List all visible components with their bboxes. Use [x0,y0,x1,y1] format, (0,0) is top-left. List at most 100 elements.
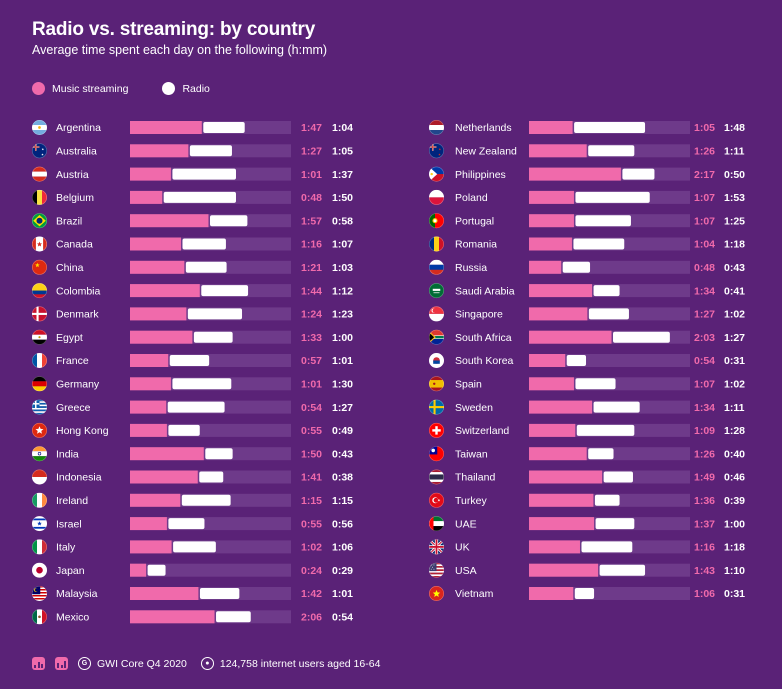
bar-streaming [529,517,595,531]
bar-streaming [130,423,167,437]
flag-malaysia-icon [31,585,47,601]
flag-usa-icon [428,562,444,578]
flag-fill [429,306,444,322]
flag-argentina-icon [31,120,47,136]
value-radio: 1:01 [332,588,353,600]
bar-streaming [529,423,576,437]
legend-swatch-streaming [32,82,45,95]
value-streaming: 0:54 [301,402,322,414]
stats-icon [55,657,68,670]
flag-outline [428,539,444,555]
value-radio: 1:05 [332,146,353,158]
flag-austria-icon [31,166,47,182]
country-label: UAE [455,518,477,530]
country-label: Romania [455,239,497,251]
value-radio: 1:30 [332,379,353,391]
country-row-usa: USA 1:43 1:10 [428,562,745,578]
country-row-netherlands: Netherlands 1:05 1:48 [428,120,745,136]
value-radio: 1:03 [332,262,353,274]
flag-switzerland-icon [428,422,444,438]
value-radio: 1:50 [332,192,353,204]
value-radio: 0:31 [724,588,745,600]
value-radio: 1:06 [332,542,353,554]
bar-radio [576,424,635,436]
legend-swatch-radio [162,82,176,95]
bar-streaming [130,447,204,461]
bar-streaming [130,610,215,624]
bar-streaming [130,190,163,204]
flag-fill [32,213,47,229]
value-radio: 1:02 [724,379,745,391]
value-streaming: 1:47 [301,122,322,134]
globe-icon: G [78,657,91,670]
value-radio: 0:49 [332,425,353,437]
country-row-germany: Germany 1:01 1:30 [31,376,353,392]
value-streaming: 1:16 [694,542,715,554]
bar-radio [566,355,587,366]
flag-fill [429,353,444,368]
country-row-austria: Austria 1:01 1:37 [31,166,353,182]
flag-singapore-icon [428,306,444,322]
flag-outline [31,329,47,345]
value-streaming: 1:01 [301,379,322,391]
flag-fill [429,189,444,205]
footer: G GWI Core Q4 2020 ● 124,758 internet us… [32,657,394,670]
value-radio: 0:43 [332,448,353,460]
value-radio: 0:29 [332,565,353,577]
flag-outline [31,376,47,392]
flag-fill [32,306,47,322]
value-radio: 1:11 [724,402,745,414]
flag-fill [32,586,47,601]
bar-streaming [529,540,580,554]
country-label: Egypt [56,332,83,344]
flag-ireland-icon [31,492,47,508]
flag-outline [428,492,444,508]
country-row-uae: UAE 1:37 1:00 [428,516,745,532]
country-label: Mexico [56,612,89,624]
value-streaming: 0:54 [694,355,715,367]
bar-streaming [529,307,588,321]
flag-fill [32,353,47,368]
country-row-mexico: Mexico 2:06 0:54 [31,609,353,625]
bar-streaming [130,144,189,158]
value-streaming: 1:04 [694,239,715,251]
value-radio: 1:53 [724,192,745,204]
users-icon: ● [200,657,214,670]
flag-outline [31,306,47,322]
bar-radio [588,308,629,320]
flag-fill [32,236,47,252]
country-row-south-korea: South Korea 0:54 0:31 [428,352,745,368]
value-streaming: 1:34 [694,402,715,414]
value-streaming: 1:34 [694,285,715,297]
value-radio: 1:27 [724,332,745,344]
flag-fill [429,143,444,159]
flag-australia-icon [31,143,47,159]
bar-streaming [130,237,181,251]
flag-outline [31,585,47,601]
bar-streaming [529,237,572,251]
country-row-new-zealand: New Zealand 1:26 1:11 [428,143,745,159]
flag-brazil-icon [31,213,47,229]
flag-outline [428,259,444,275]
bar-streaming [130,121,202,134]
flag-south-korea-icon [428,352,444,368]
value-radio: 0:50 [724,169,745,181]
country-label: Colombia [56,285,101,297]
value-radio: 1:18 [724,239,745,251]
flag-outline [31,259,47,275]
flag-germany-icon [31,376,47,392]
flag-outline [31,166,47,182]
flag-philippines-icon [428,166,444,182]
value-streaming: 0:48 [694,262,715,274]
flag-fill [429,213,444,229]
country-label: India [56,448,79,460]
flag-russia-icon [428,259,444,275]
value-streaming: 1:36 [694,495,715,507]
flag-outline [31,236,47,252]
flag-fill [32,120,47,135]
bar-radio [562,261,591,273]
value-radio: 0:46 [724,472,745,484]
flag-fill [32,516,47,532]
bar-radio [575,378,616,390]
